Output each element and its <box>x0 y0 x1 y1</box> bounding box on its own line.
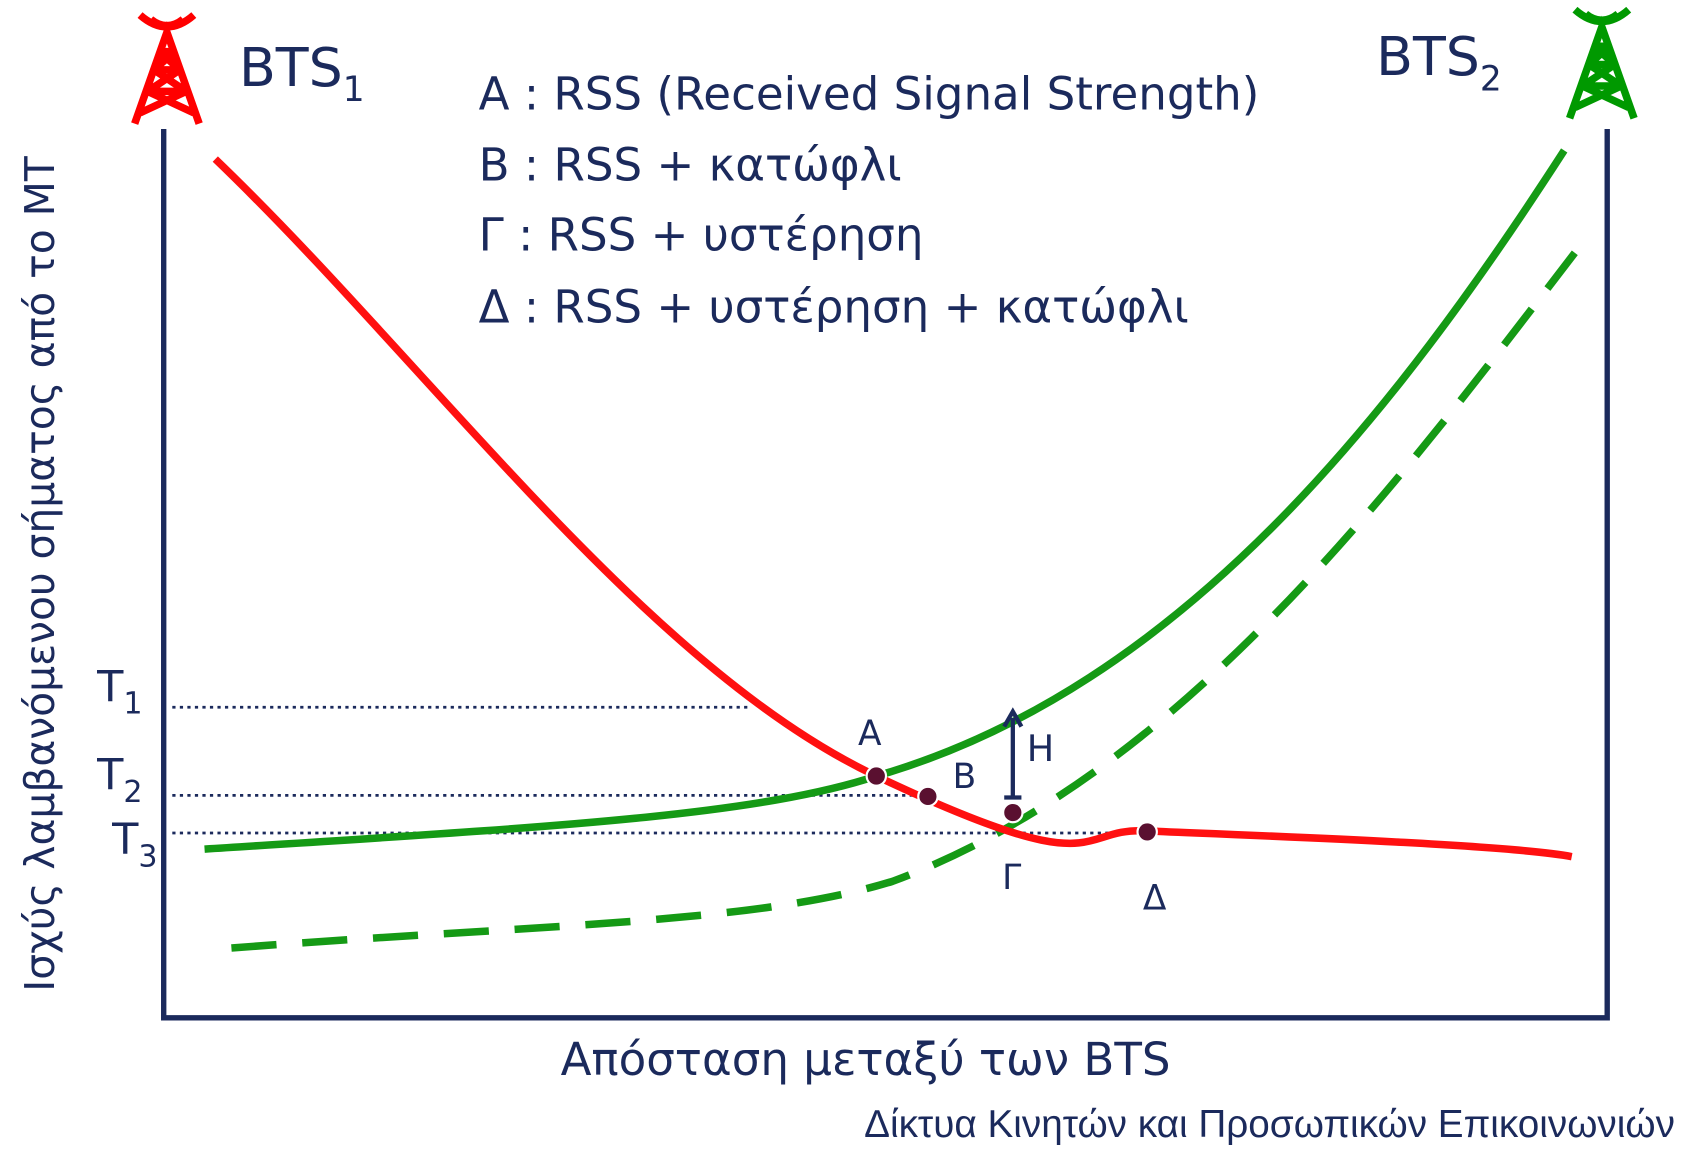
legend-item: Γ : RSS + υστέρηση <box>479 208 924 261</box>
rss-bts1-curve <box>212 156 1573 861</box>
legend-item: A : RSS (Received Signal Strength) <box>479 68 1260 121</box>
point-label: Γ <box>1002 858 1021 898</box>
y-axis-label: Ισχύς λαμβανόμενου σήματος από το MT <box>16 155 64 992</box>
tower-label: BTS2 <box>1376 25 1502 99</box>
rss-bts2-curve <box>204 148 1568 853</box>
hysteresis-label: H <box>1027 727 1054 770</box>
point-label: A <box>858 714 882 754</box>
hysteresis-arrow <box>1002 707 1024 800</box>
threshold-label: T2 <box>96 750 142 810</box>
axes <box>161 128 1610 1021</box>
footer: Δίκτυα Κινητών και Προσωπικών Επικοινωνι… <box>864 1103 1675 1146</box>
point-label: B <box>953 757 977 797</box>
x-axis-label: Απόσταση μεταξύ των BTS <box>561 1033 1171 1086</box>
legend-item: B : RSS + κατώφλι <box>479 139 902 192</box>
threshold-label: T1 <box>96 662 142 722</box>
tower-label: BTS1 <box>239 36 365 110</box>
tower-green <box>1566 6 1638 120</box>
tower-red <box>131 12 203 125</box>
hysteresis-curve <box>231 250 1578 952</box>
threshold-lines <box>172 705 1146 835</box>
points <box>865 765 1158 843</box>
legend-item: Δ : RSS + υστέρηση + κατώφλι <box>479 280 1189 333</box>
point-label: Δ <box>1143 878 1167 918</box>
threshold-label: T3 <box>111 814 157 874</box>
